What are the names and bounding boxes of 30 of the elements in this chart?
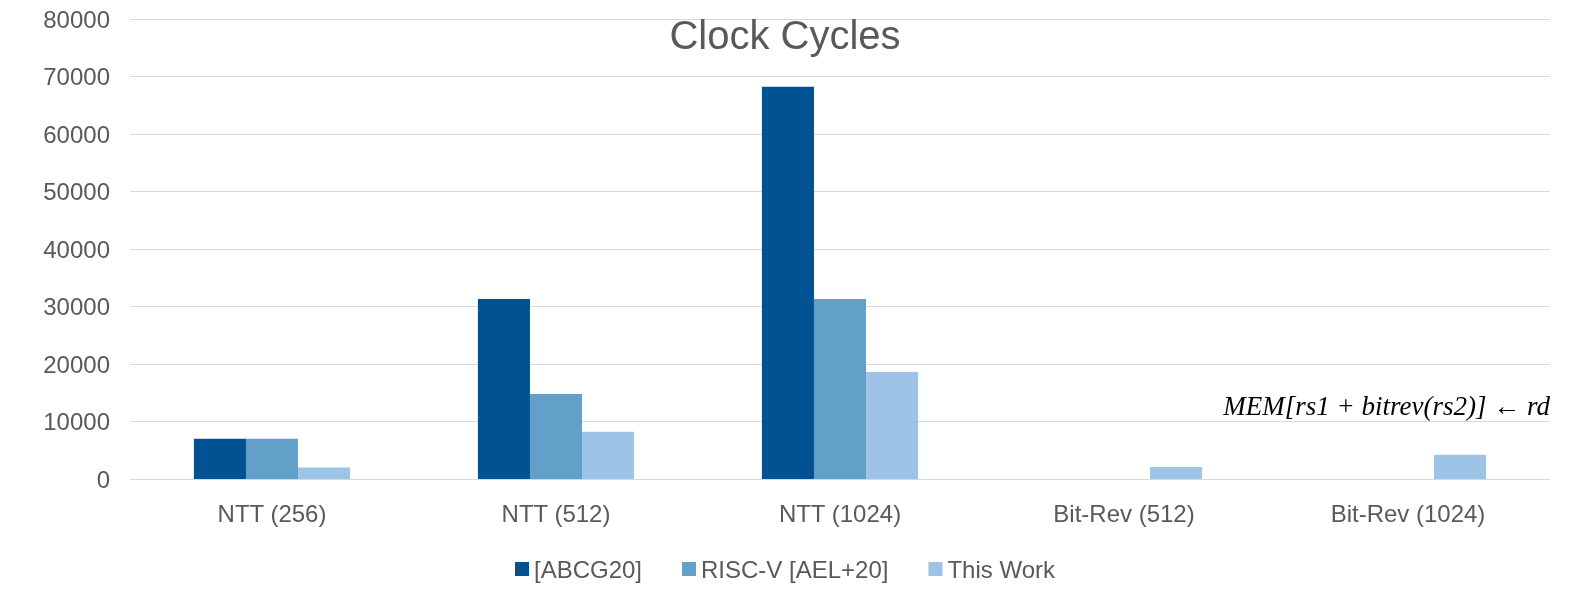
x-tick-label: NTT (512) — [501, 499, 611, 527]
y-tick-label: 50000 — [43, 178, 110, 205]
bar — [813, 299, 867, 479]
y-tick-label: 70000 — [43, 63, 110, 90]
bar — [529, 393, 583, 479]
annotation: MEM[rs1 + bitrev(rs2)] ← rd — [1222, 390, 1551, 421]
bar — [761, 86, 814, 479]
legend-label: This Work — [947, 555, 1057, 583]
bar — [298, 467, 351, 479]
y-tick-label: 80000 — [43, 5, 110, 33]
y-tick-label: 10000 — [43, 408, 110, 435]
bar — [245, 438, 299, 479]
y-tick-label: 60000 — [43, 120, 110, 148]
legend-label: [ABCG20] — [533, 555, 643, 583]
legend-label: RISC-V [AEL+20] — [701, 555, 889, 583]
y-tick-label: 20000 — [43, 350, 110, 378]
chart-title: Clock Cycles — [669, 13, 901, 57]
x-tick-label: NTT (256) — [217, 499, 327, 527]
y-tick-label: 40000 — [43, 235, 110, 263]
bar — [582, 431, 635, 479]
bar — [477, 299, 530, 479]
y-tick-label: 30000 — [43, 293, 110, 320]
bar — [1434, 454, 1487, 479]
x-tick-label: Bit-Rev (512) — [1053, 499, 1195, 527]
bar — [1150, 466, 1203, 479]
bar — [866, 372, 919, 479]
x-tick-label: NTT (1024) — [778, 499, 902, 527]
y-tick-label: 0 — [96, 465, 110, 493]
x-tick-label: Bit-Rev (1024) — [1330, 499, 1486, 527]
bar — [193, 438, 246, 479]
